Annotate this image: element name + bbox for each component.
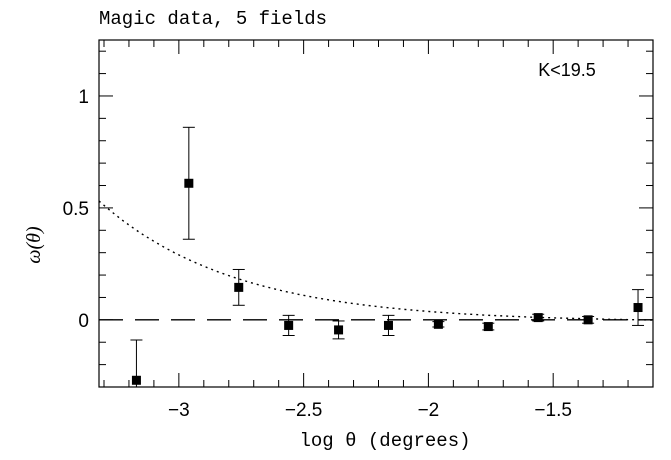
y-tick-label: 0	[78, 311, 89, 332]
x-tick-label: −3	[168, 400, 190, 421]
data-point	[184, 178, 194, 188]
data-point	[334, 325, 344, 335]
data-point	[633, 303, 643, 313]
y-tick-label: 0.5	[63, 199, 89, 220]
x-axis-label: log θ (degrees)	[299, 430, 470, 452]
data-point	[284, 320, 294, 330]
data-point	[131, 375, 141, 385]
data-point	[483, 322, 493, 332]
model-curve-dotted	[98, 200, 653, 321]
data-point	[533, 313, 543, 323]
plot-frame	[98, 39, 654, 388]
data-point	[583, 315, 593, 325]
plot-marks: −3 −2.5 −2 −1.5 0 0.5 1	[63, 40, 654, 421]
x-tick-label: −2.5	[285, 400, 323, 421]
x-tick-label: −1.5	[534, 400, 572, 421]
chart-title: Magic data, 5 fields	[99, 8, 327, 30]
x-tick-label: −2	[418, 400, 440, 421]
data-point	[433, 319, 443, 329]
y-tick-label: 1	[78, 87, 89, 108]
y-axis-label: ω(θ)	[23, 226, 45, 264]
data-point	[383, 320, 393, 330]
data-point	[234, 282, 244, 292]
chart-annotation: K<19.5	[538, 60, 596, 80]
